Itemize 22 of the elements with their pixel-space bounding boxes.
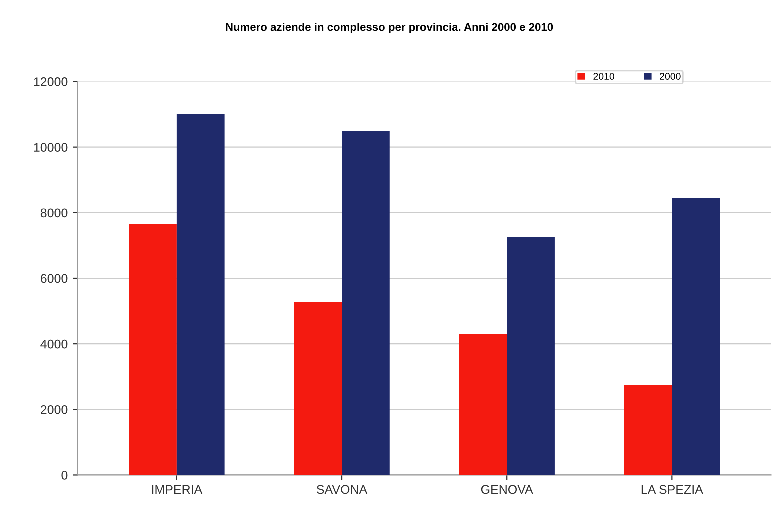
- x-tick-label: IMPERIA: [152, 485, 203, 494]
- y-tick-label: 2000: [41, 405, 68, 414]
- legend-label: 2010: [594, 73, 614, 80]
- bar: [294, 302, 342, 476]
- bar: [624, 385, 672, 476]
- bar: [672, 198, 720, 476]
- bar: [342, 131, 390, 476]
- y-tick-label: 0: [62, 471, 68, 480]
- y-tick-label: 6000: [41, 274, 68, 284]
- x-tick-label: GENOVA: [481, 485, 534, 494]
- bar: [507, 237, 555, 476]
- bar: [129, 224, 177, 476]
- bar: [459, 334, 508, 476]
- bar: [176, 114, 225, 476]
- x-tick-label: LA SPEZIA: [642, 485, 704, 494]
- x-tick-label: SAVONA: [316, 485, 368, 494]
- y-tick-label: 4000: [40, 340, 68, 349]
- y-tick-label: 8000: [40, 208, 68, 218]
- chart-title: Numero aziende in complesso per provincia. Anni 2000 e 2010: [226, 22, 554, 34]
- y-tick-label: 10000: [34, 143, 68, 152]
- legend-label: 2000: [660, 73, 681, 80]
- y-tick-label: 12000: [34, 78, 68, 86]
